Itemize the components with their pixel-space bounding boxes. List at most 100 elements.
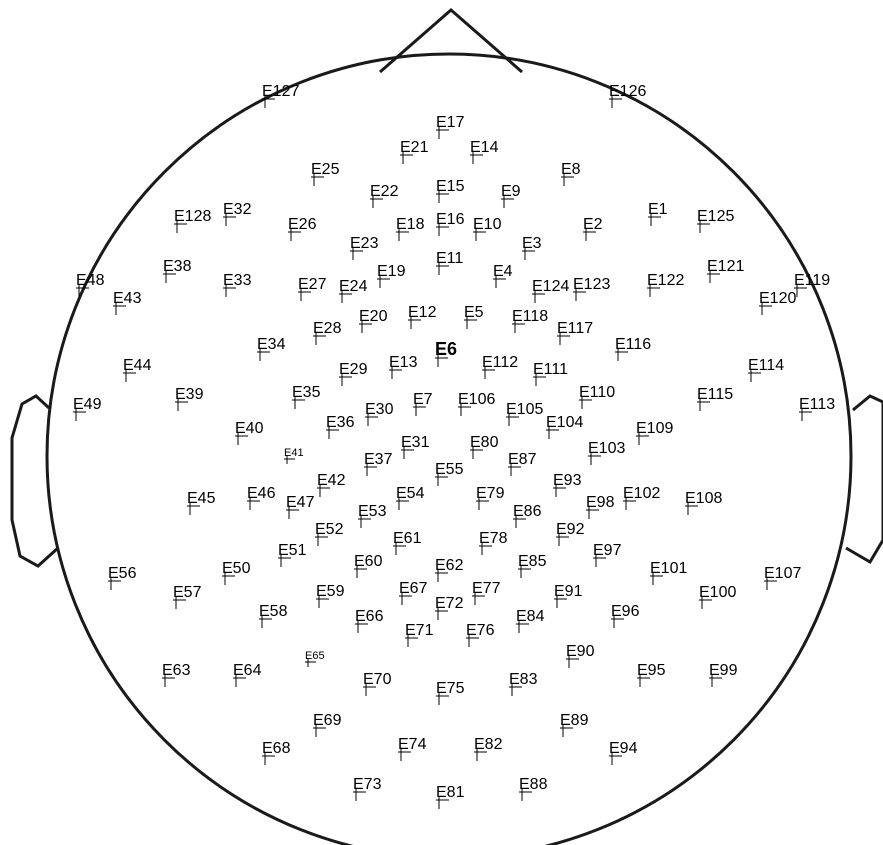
electrode-label: E39 [175, 386, 204, 403]
electrode-label: E87 [508, 451, 537, 468]
electrode-label: E103 [588, 440, 625, 457]
electrode-label: E78 [479, 530, 508, 547]
electrode-e82: E82 [474, 736, 503, 761]
electrode-label: E110 [579, 384, 615, 401]
electrode-label: E97 [593, 542, 622, 559]
electrode-e43: E43 [113, 290, 142, 315]
electrode-e4: E4 [493, 263, 513, 288]
electrode-e15: E15 [436, 178, 465, 203]
electrode-label: E64 [233, 662, 262, 679]
electrode-e41: E41 [284, 447, 304, 464]
electrode-label: E85 [518, 553, 547, 570]
electrode-label: E17 [436, 114, 465, 131]
electrode-e90: E90 [566, 643, 595, 668]
electrode-e62: E62 [435, 557, 464, 582]
electrode-e104: E104 [546, 414, 583, 439]
electrode-label: E13 [389, 354, 418, 371]
electrode-label: E114 [748, 357, 784, 374]
electrode-e124: E124 [532, 278, 569, 303]
electrode-e29: E29 [339, 361, 368, 386]
electrode-e22: E22 [370, 183, 399, 208]
electrode-label: E101 [650, 560, 687, 577]
electrode-e33: E33 [223, 272, 252, 297]
electrode-label: E30 [365, 401, 394, 418]
electrode-label: E89 [560, 712, 589, 729]
electrode-e57: E57 [173, 584, 202, 609]
electrode-e89: E89 [560, 712, 589, 737]
electrode-e109: E109 [636, 420, 673, 445]
electrode-label: E83 [509, 671, 538, 688]
electrode-e19: E19 [377, 263, 406, 288]
electrode-e47: E47 [286, 494, 315, 519]
electrode-label: E80 [470, 434, 499, 451]
electrode-e38: E38 [163, 258, 192, 283]
electrode-label: E9 [501, 183, 521, 200]
electrode-e125: E125 [697, 208, 734, 233]
electrode-label: E90 [566, 643, 595, 660]
electrode-e44: E44 [123, 357, 152, 382]
electrode-e63: E63 [162, 662, 191, 687]
electrode-e86: E86 [513, 503, 542, 528]
electrode-label: E86 [513, 503, 542, 520]
electrode-label: E100 [699, 584, 736, 601]
electrode-label: E59 [316, 583, 345, 600]
electrode-e11: E11 [436, 250, 463, 275]
electrode-label: E60 [354, 553, 383, 570]
electrode-label: E61 [393, 530, 422, 547]
electrode-e42: E42 [317, 472, 346, 497]
electrode-label: E35 [292, 384, 321, 401]
electrode-label: E105 [506, 401, 543, 418]
electrode-label: E71 [405, 622, 434, 639]
electrode-e71: E71 [405, 622, 434, 647]
electrode-e81: E81 [436, 784, 465, 809]
electrode-label: E65 [305, 650, 325, 662]
electrode-e45: E45 [187, 490, 216, 515]
electrode-label: E43 [113, 290, 142, 307]
electrode-e111: E111 [533, 361, 568, 386]
electrode-label: E56 [108, 565, 137, 582]
electrode-e120: E120 [759, 290, 796, 315]
electrode-e98: E98 [586, 494, 615, 519]
electrode-e84: E84 [516, 608, 545, 633]
electrode-label: E107 [764, 565, 801, 582]
electrode-e16: E16 [436, 211, 465, 236]
electrode-e23: E23 [350, 235, 379, 260]
electrode-e92: E92 [556, 521, 585, 546]
electrode-e106: E106 [458, 391, 495, 416]
electrode-label: E72 [435, 595, 464, 612]
electrode-e80: E80 [470, 434, 499, 459]
electrode-label: E106 [458, 391, 495, 408]
electrode-label: E42 [317, 472, 346, 489]
electrode-label: E26 [288, 216, 317, 233]
electrode-e119: E119 [794, 272, 830, 297]
electrode-label: E121 [707, 258, 744, 275]
electrode-e110: E110 [579, 384, 615, 409]
electrode-label: E38 [163, 258, 192, 275]
electrode-e54: E54 [396, 485, 425, 510]
electrode-label: E94 [609, 740, 638, 757]
electrode-e40: E40 [235, 420, 264, 445]
electrode-e1: E1 [648, 201, 668, 226]
electrode-label: E113 [799, 396, 835, 413]
electrode-e94: E94 [609, 740, 638, 765]
electrode-label: E119 [794, 272, 830, 289]
electrode-label: E84 [516, 608, 545, 625]
electrode-e107: E107 [764, 565, 801, 590]
electrode-e9: E9 [501, 183, 521, 208]
electrode-label: E24 [339, 278, 368, 295]
electrode-e26: E26 [288, 216, 317, 241]
electrode-e117: E117 [557, 320, 593, 345]
electrode-label: E29 [339, 361, 368, 378]
electrode-e28: E28 [313, 320, 342, 345]
electrode-e68: E68 [262, 740, 291, 765]
electrode-label: E10 [473, 216, 502, 233]
electrode-label: E123 [573, 276, 610, 293]
electrode-e118: E118 [512, 308, 548, 333]
electrode-e5: E5 [464, 304, 484, 329]
electrode-label: E14 [470, 139, 499, 156]
electrode-label: E4 [493, 263, 513, 280]
electrode-label: E49 [73, 396, 102, 413]
electrode-e97: E97 [593, 542, 622, 567]
electrode-label: E45 [187, 490, 216, 507]
electrode-label: E53 [358, 503, 387, 520]
